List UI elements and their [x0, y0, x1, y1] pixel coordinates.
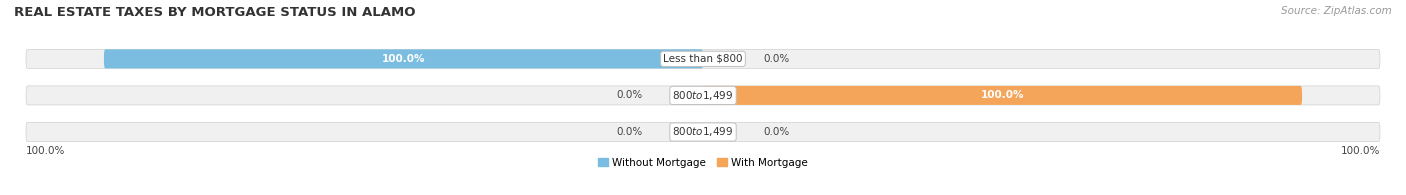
- Text: 100.0%: 100.0%: [381, 54, 425, 64]
- Legend: Without Mortgage, With Mortgage: Without Mortgage, With Mortgage: [598, 158, 808, 168]
- FancyBboxPatch shape: [703, 86, 1302, 105]
- Text: 0.0%: 0.0%: [763, 54, 789, 64]
- FancyBboxPatch shape: [27, 86, 1379, 105]
- Text: Source: ZipAtlas.com: Source: ZipAtlas.com: [1281, 6, 1392, 16]
- Text: Less than $800: Less than $800: [664, 54, 742, 64]
- FancyBboxPatch shape: [27, 122, 1379, 142]
- Text: REAL ESTATE TAXES BY MORTGAGE STATUS IN ALAMO: REAL ESTATE TAXES BY MORTGAGE STATUS IN …: [14, 6, 416, 19]
- FancyBboxPatch shape: [104, 49, 703, 68]
- Text: 100.0%: 100.0%: [981, 90, 1025, 100]
- Text: 100.0%: 100.0%: [1340, 146, 1379, 156]
- Text: 100.0%: 100.0%: [27, 146, 66, 156]
- Text: $800 to $1,499: $800 to $1,499: [672, 89, 734, 102]
- Text: 0.0%: 0.0%: [763, 127, 789, 137]
- FancyBboxPatch shape: [27, 49, 1379, 68]
- Text: $800 to $1,499: $800 to $1,499: [672, 126, 734, 138]
- Text: 0.0%: 0.0%: [617, 90, 643, 100]
- Text: 0.0%: 0.0%: [617, 127, 643, 137]
